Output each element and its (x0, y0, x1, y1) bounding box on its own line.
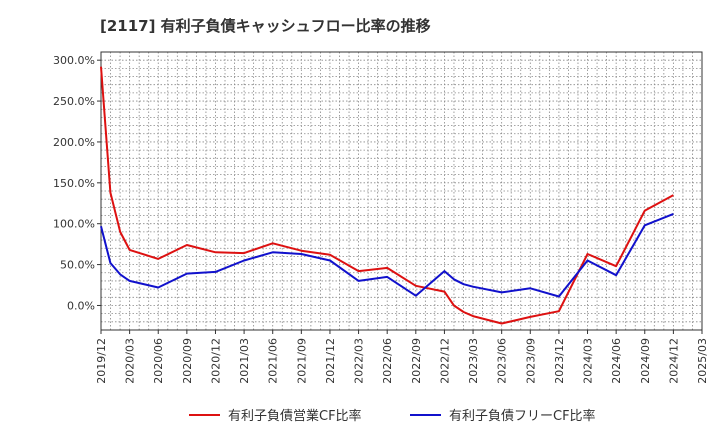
legend-label-1: 有利子負債営業CF比率 (228, 408, 362, 424)
x-tick-label: 2023/06 (496, 338, 509, 384)
axes: 0.0% 50.0% 100.0% 150.0% 200.0% 250.0% 300.0% 2… (53, 51, 709, 384)
x-tick-label: 2023/12 (553, 338, 566, 384)
plot-frame (100, 51, 703, 331)
y-tick-label: 0.0% (67, 299, 95, 312)
x-tick-label: 2022/03 (353, 338, 366, 384)
y-tick-label: 100.0% (53, 218, 95, 231)
x-tick-label: 2024/12 (667, 338, 680, 384)
x-tick-label: 2021/06 (267, 338, 280, 384)
y-tick-label: 250.0% (53, 95, 95, 108)
x-tick-label: 2021/03 (238, 338, 251, 384)
x-tick-label: 2022/06 (381, 338, 394, 384)
y-tick-label: 150.0% (53, 177, 95, 190)
x-tick-label: 2021/09 (295, 338, 308, 384)
x-tick-label: 2020/03 (124, 338, 137, 384)
x-tick-label: 2025/03 (696, 338, 709, 384)
x-tick-label: 2024/09 (639, 338, 652, 384)
legend: 有利子負債営業CF比率 有利子負債フリーCF比率 (189, 408, 596, 424)
grid (100, 51, 703, 331)
series-line-1 (100, 66, 674, 325)
x-tick-label: 2021/12 (324, 338, 337, 384)
x-tick-label: 2020/06 (152, 338, 165, 384)
x-tick-label: 2019/12 (95, 338, 108, 384)
x-tick-label: 2023/09 (524, 338, 537, 384)
x-tick-label: 2022/09 (410, 338, 423, 384)
x-tick-label: 2020/09 (181, 338, 194, 384)
y-tick-label: 200.0% (53, 136, 95, 149)
series-line-2 (100, 212, 674, 298)
x-tick-label: 2022/12 (438, 338, 451, 384)
legend-label-2: 有利子負債フリーCF比率 (449, 408, 596, 424)
series-lines (100, 66, 674, 325)
x-tick-label: 2020/12 (209, 338, 222, 384)
chart-title: [2117] 有利子負債キャッシュフロー比率の推移 (100, 17, 431, 35)
y-tick-label: 300.0% (53, 54, 95, 67)
x-tick-label: 2023/03 (467, 338, 480, 384)
x-tick-label: 2024/03 (582, 338, 595, 384)
y-tick-label: 50.0% (60, 259, 95, 272)
x-tick-label: 2024/06 (610, 338, 623, 384)
